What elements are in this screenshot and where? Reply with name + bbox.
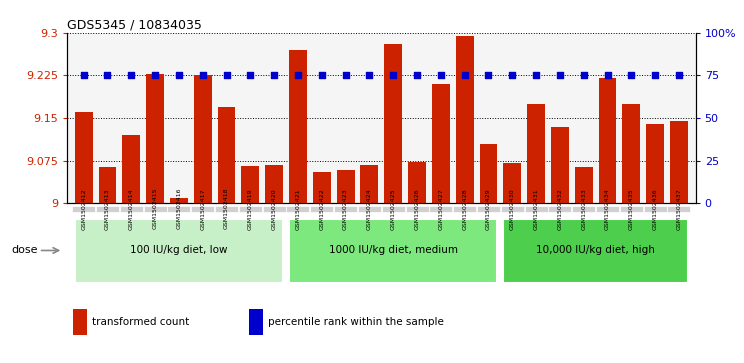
Text: GSM1502416: GSM1502416 bbox=[176, 188, 182, 229]
Text: GSM1502434: GSM1502434 bbox=[605, 188, 610, 230]
Text: GSM1502429: GSM1502429 bbox=[486, 188, 491, 230]
Point bbox=[101, 72, 113, 78]
Text: 1000 IU/kg diet, medium: 1000 IU/kg diet, medium bbox=[329, 245, 458, 256]
Text: GSM1502430: GSM1502430 bbox=[510, 188, 515, 229]
Text: GSM1502424: GSM1502424 bbox=[367, 188, 372, 230]
Point bbox=[268, 72, 280, 78]
Text: GSM1502413: GSM1502413 bbox=[105, 188, 110, 229]
Bar bbox=[504, 163, 522, 203]
Bar bbox=[73, 309, 87, 335]
FancyBboxPatch shape bbox=[74, 219, 283, 283]
Point bbox=[220, 72, 232, 78]
Bar bbox=[551, 127, 569, 203]
Text: GSM1502432: GSM1502432 bbox=[557, 188, 562, 230]
Bar bbox=[480, 143, 498, 203]
Point bbox=[602, 72, 614, 78]
Bar bbox=[217, 107, 235, 203]
Text: GSM1502412: GSM1502412 bbox=[81, 188, 86, 229]
Bar bbox=[385, 44, 403, 203]
FancyBboxPatch shape bbox=[289, 219, 498, 283]
Bar bbox=[122, 135, 140, 203]
Text: GSM1502417: GSM1502417 bbox=[200, 188, 205, 229]
Point bbox=[411, 72, 423, 78]
Text: 100 IU/kg diet, low: 100 IU/kg diet, low bbox=[130, 245, 228, 256]
Text: percentile rank within the sample: percentile rank within the sample bbox=[268, 317, 444, 327]
Bar bbox=[193, 76, 211, 203]
Bar bbox=[74, 112, 92, 203]
Text: dose: dose bbox=[11, 245, 38, 256]
Text: GSM1502428: GSM1502428 bbox=[462, 188, 467, 229]
Point bbox=[339, 72, 351, 78]
Point bbox=[388, 72, 400, 78]
Bar bbox=[265, 164, 283, 203]
Point bbox=[435, 72, 447, 78]
Bar bbox=[527, 104, 545, 203]
Bar bbox=[670, 121, 688, 203]
Point bbox=[459, 72, 471, 78]
Text: GSM1502433: GSM1502433 bbox=[581, 188, 586, 230]
Text: GSM1502436: GSM1502436 bbox=[652, 188, 658, 229]
Bar bbox=[241, 166, 259, 203]
Bar bbox=[647, 124, 664, 203]
Text: GSM1502419: GSM1502419 bbox=[248, 188, 253, 229]
Text: GSM1502426: GSM1502426 bbox=[414, 188, 420, 229]
Text: GSM1502435: GSM1502435 bbox=[629, 188, 634, 229]
Text: GSM1502421: GSM1502421 bbox=[295, 188, 301, 229]
Text: GSM1502423: GSM1502423 bbox=[343, 188, 348, 230]
Bar bbox=[360, 164, 378, 203]
Text: GSM1502427: GSM1502427 bbox=[438, 188, 443, 230]
Point bbox=[483, 72, 495, 78]
Point bbox=[315, 72, 327, 78]
Bar bbox=[456, 36, 474, 203]
Text: GSM1502431: GSM1502431 bbox=[533, 188, 539, 229]
Point bbox=[554, 72, 566, 78]
Bar bbox=[289, 50, 307, 203]
Bar bbox=[599, 78, 617, 203]
Text: GSM1502414: GSM1502414 bbox=[129, 188, 134, 229]
Text: transformed count: transformed count bbox=[92, 317, 190, 327]
Bar bbox=[249, 309, 263, 335]
Text: GDS5345 / 10834035: GDS5345 / 10834035 bbox=[67, 19, 202, 32]
Bar bbox=[312, 172, 330, 203]
Bar bbox=[432, 84, 450, 203]
FancyBboxPatch shape bbox=[504, 219, 688, 283]
Point bbox=[173, 72, 185, 78]
Point bbox=[244, 72, 256, 78]
Bar bbox=[623, 104, 641, 203]
Point bbox=[650, 72, 661, 78]
Text: GSM1502425: GSM1502425 bbox=[391, 188, 396, 229]
Bar bbox=[408, 162, 426, 203]
Bar bbox=[336, 170, 354, 203]
Point bbox=[149, 72, 161, 78]
Text: GSM1502418: GSM1502418 bbox=[224, 188, 229, 229]
Point bbox=[125, 72, 137, 78]
Text: GSM1502422: GSM1502422 bbox=[319, 188, 324, 230]
Point bbox=[530, 72, 542, 78]
Bar bbox=[146, 74, 164, 203]
Text: 10,000 IU/kg diet, high: 10,000 IU/kg diet, high bbox=[536, 245, 655, 256]
Point bbox=[507, 72, 519, 78]
Bar bbox=[575, 167, 593, 203]
Point bbox=[578, 72, 590, 78]
Point bbox=[363, 72, 375, 78]
Point bbox=[77, 72, 89, 78]
Bar bbox=[98, 167, 116, 203]
Point bbox=[626, 72, 638, 78]
Text: GSM1502437: GSM1502437 bbox=[676, 188, 682, 230]
Point bbox=[292, 72, 304, 78]
Point bbox=[673, 72, 685, 78]
Text: GSM1502420: GSM1502420 bbox=[272, 188, 277, 229]
Point bbox=[196, 72, 208, 78]
Text: GSM1502415: GSM1502415 bbox=[153, 188, 158, 229]
Bar bbox=[170, 197, 187, 203]
